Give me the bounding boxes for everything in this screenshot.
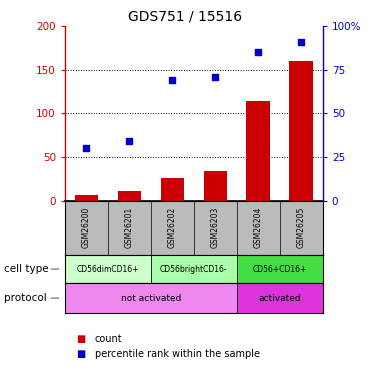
Text: activated: activated	[259, 294, 301, 303]
Bar	[204, 171, 227, 201]
Bar	[289, 61, 313, 201]
Bar	[151, 255, 237, 283]
Bar	[65, 283, 237, 313]
Bar	[161, 178, 184, 201]
Text: CD56brightCD16-: CD56brightCD16-	[160, 265, 228, 274]
Point	[170, 77, 175, 83]
Text: CD56+CD16+: CD56+CD16+	[253, 265, 307, 274]
Text: GDS751 / 15516: GDS751 / 15516	[128, 9, 243, 23]
Text: GSM26204: GSM26204	[254, 207, 263, 249]
Text: GSM26202: GSM26202	[168, 207, 177, 249]
Text: GSM26201: GSM26201	[125, 207, 134, 249]
Text: CD56dimCD16+: CD56dimCD16+	[77, 265, 139, 274]
Point	[83, 146, 89, 152]
Bar	[65, 255, 151, 283]
Text: percentile rank within the sample: percentile rank within the sample	[95, 350, 260, 359]
Bar	[118, 191, 141, 201]
Bar	[246, 101, 270, 201]
Point	[127, 138, 132, 144]
Bar	[237, 255, 323, 283]
Text: GSM26203: GSM26203	[211, 207, 220, 249]
Point	[298, 39, 304, 45]
Bar	[75, 195, 98, 201]
Text: not activated: not activated	[121, 294, 181, 303]
Bar	[237, 283, 323, 313]
Text: ■: ■	[76, 350, 85, 359]
Point	[255, 50, 261, 55]
Text: GSM26200: GSM26200	[82, 207, 91, 249]
Text: GSM26205: GSM26205	[297, 207, 306, 249]
Point	[212, 74, 218, 80]
Text: count: count	[95, 334, 122, 344]
Text: ■: ■	[76, 334, 85, 344]
Text: protocol: protocol	[4, 293, 46, 303]
Text: cell type: cell type	[4, 264, 48, 274]
